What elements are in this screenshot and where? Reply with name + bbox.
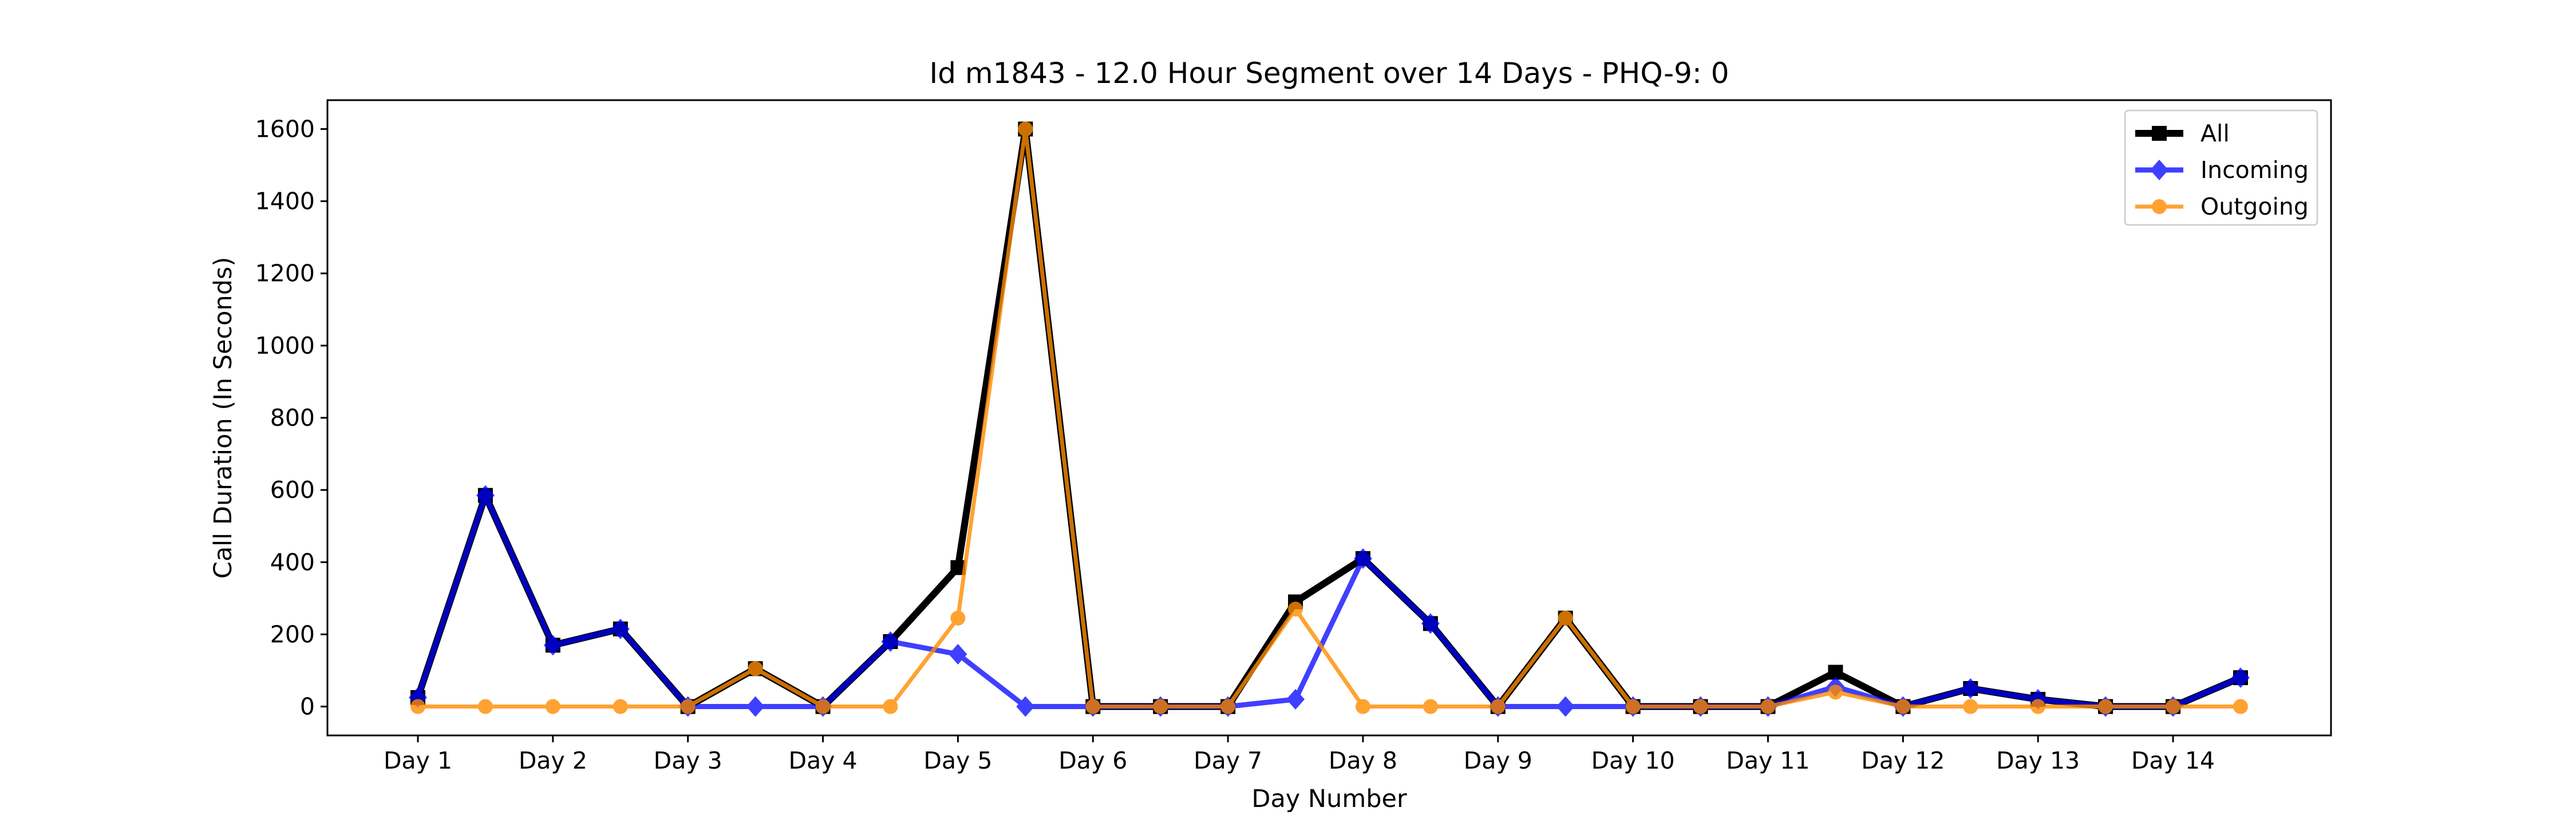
data-point-outgoing (1828, 684, 1843, 700)
legend-swatch-incoming (2135, 160, 2183, 180)
series-outgoing (410, 121, 2248, 714)
y-tick-label: 0 (300, 693, 315, 721)
legend-marker (2152, 199, 2167, 214)
x-tick-label: Day 1 (384, 747, 452, 774)
data-point-outgoing (1018, 121, 1033, 137)
x-tick-label: Day 4 (789, 747, 858, 774)
data-point-outgoing (1558, 611, 1573, 626)
x-tick-label: Day 11 (1726, 747, 1809, 774)
x-tick-label: Day 14 (2131, 747, 2215, 774)
y-tick-label: 1600 (255, 115, 315, 143)
data-point-outgoing (1085, 699, 1101, 714)
data-point-incoming (949, 644, 967, 665)
data-point-outgoing (1760, 699, 1776, 714)
x-tick-label: Day 7 (1194, 747, 1262, 774)
data-point-incoming (1016, 696, 1035, 717)
data-point-outgoing (883, 699, 898, 714)
x-tick-label: Day 10 (1591, 747, 1675, 774)
data-point-outgoing (2233, 699, 2248, 714)
data-point-incoming (1961, 678, 1980, 699)
x-tick-label: Day 9 (1464, 747, 1532, 774)
data-point-outgoing (613, 699, 628, 714)
data-point-outgoing (1693, 699, 1708, 714)
y-tick-label: 200 (270, 620, 315, 648)
legend: All Incoming Outgoing (2124, 109, 2318, 226)
data-point-outgoing (1895, 699, 1911, 714)
data-point-outgoing (950, 611, 966, 626)
data-point-outgoing (680, 699, 696, 714)
data-point-outgoing (1220, 699, 1236, 714)
data-point-incoming (1353, 548, 1372, 569)
y-axis-title: Call Duration (In Seconds) (209, 257, 238, 579)
data-point-outgoing (1963, 699, 1978, 714)
series-line-incoming (415, 493, 2242, 709)
legend-swatch-outgoing (2135, 199, 2183, 214)
series-group (409, 121, 2250, 717)
data-point-outgoing (748, 661, 763, 676)
legend-label-all: All (2200, 120, 2230, 147)
x-tick-label: Day 8 (1329, 747, 1397, 774)
data-point-incoming (746, 696, 765, 717)
data-point-outgoing (815, 699, 831, 714)
legend-marker (2150, 160, 2168, 180)
y-tick-label: 600 (270, 476, 315, 504)
data-point-outgoing (477, 699, 493, 714)
x-axis-title: Day Number (1251, 785, 1407, 813)
chart-title: Id m1843 - 12.0 Hour Segment over 14 Day… (929, 57, 1729, 90)
legend-label-outgoing: Outgoing (2200, 193, 2309, 220)
data-point-outgoing (545, 699, 560, 714)
data-point-outgoing (1423, 699, 1438, 714)
x-tick-label: Day 6 (1058, 747, 1127, 774)
data-point-incoming (2231, 667, 2250, 688)
data-point-outgoing (2166, 699, 2181, 714)
y-tick-label: 800 (270, 404, 315, 432)
axes: 0 200 400 600 800 1000 1200 1400 1600 Day 1 Day 2 D… (255, 99, 2332, 774)
legend-marker (2152, 126, 2167, 141)
data-point-incoming (1286, 688, 1305, 710)
data-point-incoming (476, 485, 495, 506)
data-point-outgoing (2030, 699, 2046, 714)
legend-label-incoming: Incoming (2200, 156, 2309, 184)
data-point-incoming (1421, 613, 1440, 634)
data-point-outgoing (410, 699, 426, 714)
y-tick-label: 1200 (255, 260, 315, 287)
x-tick-label: Day 2 (519, 747, 587, 774)
data-point-outgoing (1355, 699, 1370, 714)
x-tick-label: Day 5 (923, 747, 992, 774)
data-point-outgoing (1288, 602, 1303, 617)
legend-box (2124, 109, 2318, 226)
data-point-outgoing (1153, 699, 1168, 714)
legend-swatch-all (2135, 126, 2183, 141)
data-point-outgoing (1490, 699, 1506, 714)
data-point-incoming (1556, 696, 1575, 717)
x-tick-label: Day 3 (654, 747, 722, 774)
data-point-incoming (881, 631, 900, 652)
x-tick-label: Day 12 (1861, 747, 1945, 774)
data-point-outgoing (2098, 699, 2113, 714)
data-point-outgoing (1625, 699, 1641, 714)
data-point-incoming (611, 618, 630, 639)
y-tick-label: 400 (270, 548, 315, 576)
series-line-outgoing (418, 127, 2241, 709)
data-point-incoming (543, 635, 562, 656)
y-tick-label: 1000 (255, 332, 315, 359)
x-tick-label: Day 13 (1996, 747, 2080, 774)
y-tick-label: 1400 (255, 188, 315, 215)
